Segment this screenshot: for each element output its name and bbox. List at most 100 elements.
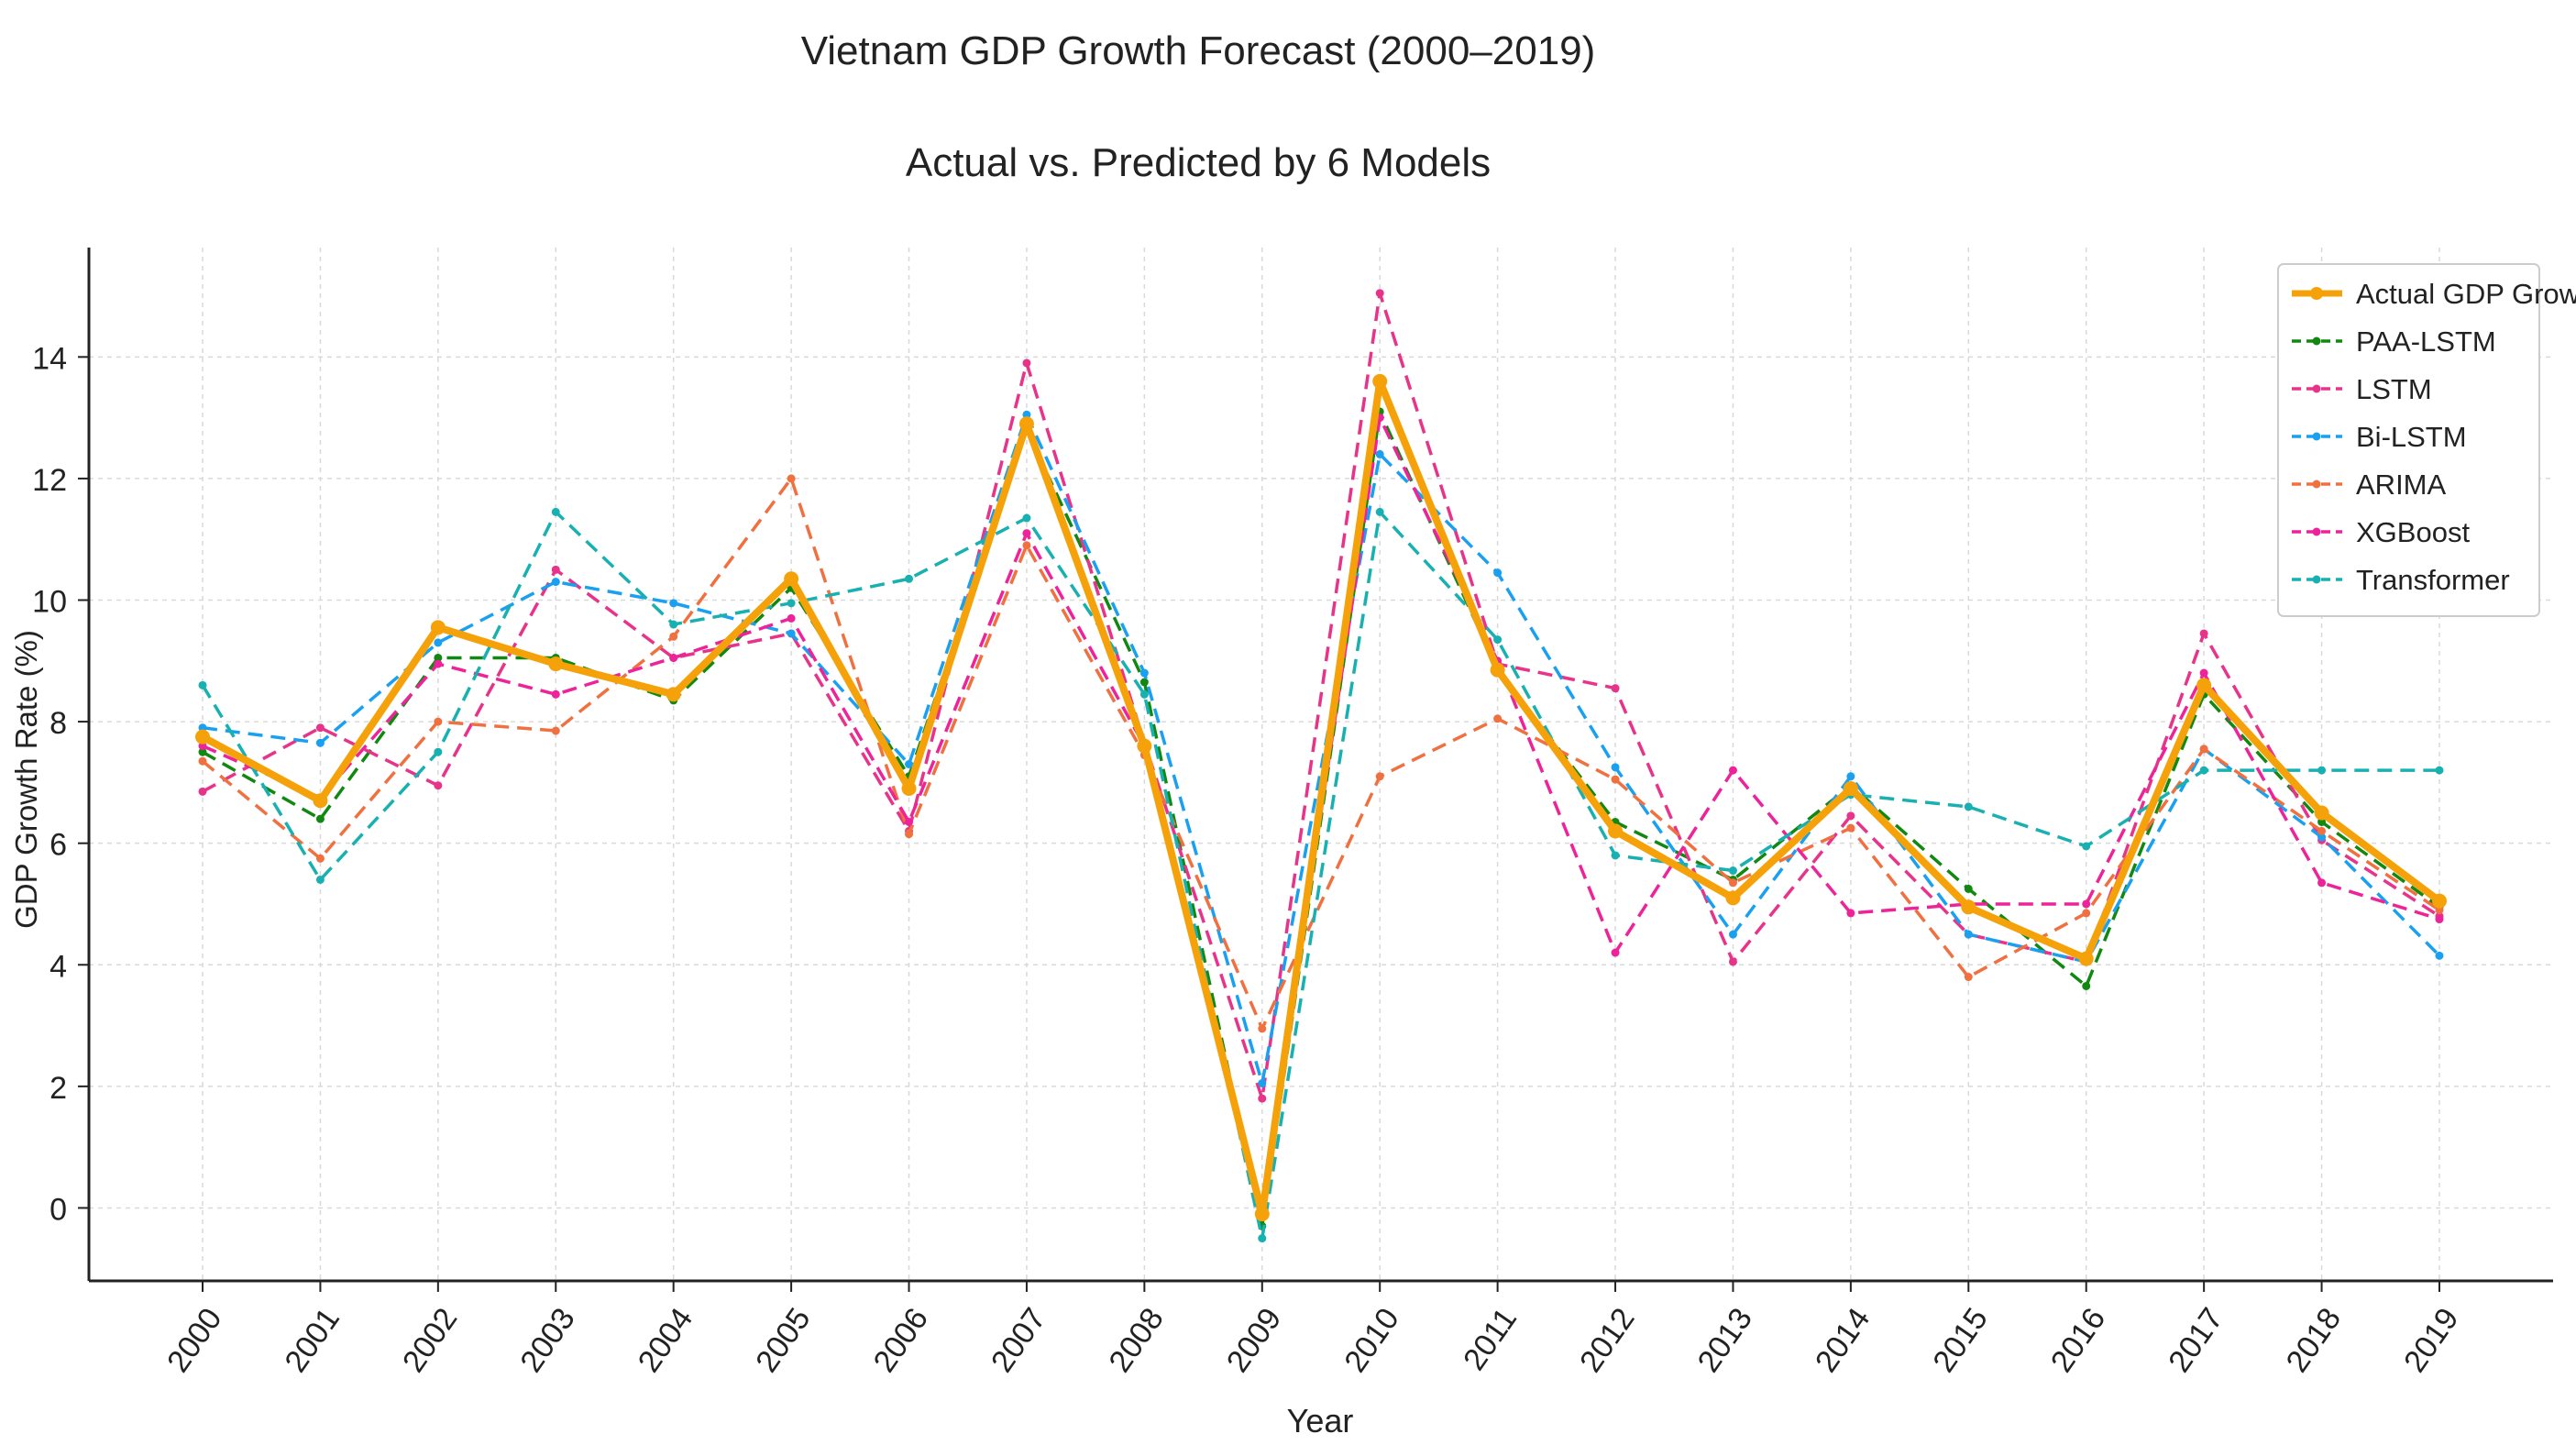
data-point — [2199, 629, 2208, 638]
data-point — [1139, 678, 1149, 687]
legend-marker — [2312, 527, 2321, 536]
data-point — [1375, 772, 1384, 781]
data-point — [787, 599, 796, 608]
data-point — [1728, 866, 1737, 876]
data-point — [1022, 358, 1031, 368]
data-point — [1611, 775, 1620, 784]
data-point — [315, 723, 325, 733]
legend-marker — [2312, 384, 2321, 393]
data-point — [1611, 684, 1620, 693]
data-point — [434, 781, 443, 790]
data-point — [1137, 738, 1152, 754]
series-line — [201, 477, 2440, 1031]
data-point — [2317, 817, 2327, 826]
data-point — [434, 659, 443, 668]
data-point — [1493, 568, 1503, 578]
data-point — [434, 638, 443, 647]
data-point — [1728, 930, 1737, 939]
data-point — [2431, 893, 2447, 909]
data-point — [669, 620, 678, 629]
data-point — [315, 738, 325, 747]
data-point — [1964, 930, 1973, 939]
data-point — [1964, 884, 1973, 893]
legend-entry: LSTM — [2292, 373, 2432, 405]
data-point — [1961, 899, 1976, 915]
y-tick-label: 4 — [50, 949, 67, 984]
data-point — [198, 723, 207, 733]
data-point — [1139, 689, 1149, 699]
data-point — [1964, 973, 1973, 982]
series-line — [202, 413, 2441, 1086]
data-point — [1375, 449, 1384, 458]
series-line — [201, 510, 2439, 1241]
data-point — [1611, 851, 1620, 860]
series-transformer — [198, 507, 2444, 1243]
legend-entry: PAA-LSTM — [2292, 325, 2496, 358]
data-point — [198, 787, 207, 796]
data-point — [1846, 811, 1855, 821]
data-point — [551, 565, 560, 574]
chart-title: Vietnam GDP Growth Forecast (2000–2019) — [801, 28, 1596, 73]
legend-label: Bi-LSTM — [2356, 421, 2467, 453]
data-point — [1611, 763, 1620, 772]
data-point — [1608, 823, 1624, 839]
data-point — [2082, 899, 2091, 909]
data-point — [901, 781, 917, 797]
legend-marker — [2310, 287, 2323, 300]
data-point — [1843, 781, 1858, 797]
y-tick-label: 2 — [50, 1071, 67, 1106]
data-point — [2435, 915, 2444, 924]
data-point — [787, 629, 796, 638]
data-point — [669, 632, 678, 641]
legend-box — [2277, 263, 2540, 617]
legend-label: XGBoost — [2356, 516, 2470, 548]
data-point — [1728, 957, 1737, 966]
data-point — [1964, 802, 1973, 811]
data-point — [2314, 805, 2329, 821]
data-point — [2199, 745, 2208, 754]
data-point — [1728, 766, 1737, 775]
legend-entry: Actual GDP Growth — [2292, 278, 2576, 310]
data-point — [2317, 878, 2327, 888]
legend-label: ARIMA — [2356, 469, 2447, 501]
data-point — [1258, 1079, 1267, 1088]
data-point — [905, 760, 914, 768]
data-point — [1725, 890, 1741, 906]
data-point — [1493, 635, 1503, 645]
data-point — [198, 756, 207, 766]
data-point — [2082, 842, 2091, 851]
data-point — [1258, 1234, 1267, 1243]
data-point — [2078, 951, 2094, 966]
data-point — [1258, 1094, 1267, 1103]
series-lines — [195, 289, 2447, 1243]
legend-label: Transformer — [2356, 564, 2510, 596]
series-actual-gdp-growth — [195, 373, 2447, 1222]
data-point — [1846, 909, 1855, 918]
data-point — [1022, 410, 1031, 419]
data-point — [434, 717, 443, 726]
axes — [87, 248, 2553, 1283]
data-point — [669, 599, 678, 608]
data-point — [2435, 951, 2444, 960]
data-point — [1611, 948, 1620, 957]
legend-marker — [2312, 480, 2321, 489]
legend-label: Actual GDP Growth — [2356, 278, 2576, 310]
data-point — [313, 793, 328, 809]
legend-label: PAA-LSTM — [2356, 325, 2496, 358]
data-point — [315, 875, 325, 884]
data-point — [2317, 766, 2327, 775]
data-point — [1728, 878, 1737, 888]
data-point — [2199, 766, 2208, 775]
data-point — [315, 814, 325, 823]
data-point — [198, 680, 207, 689]
data-point — [548, 656, 564, 672]
data-point — [2199, 668, 2208, 678]
legend: Actual GDP Growth PAA-LSTM LSTM Bi-LSTM ARIM… — [2277, 263, 2576, 617]
data-point — [551, 578, 560, 587]
data-point — [2435, 906, 2444, 915]
data-point — [1139, 668, 1149, 678]
data-point — [1258, 1024, 1267, 1033]
data-point — [1018, 416, 1034, 432]
data-point — [1493, 714, 1503, 723]
